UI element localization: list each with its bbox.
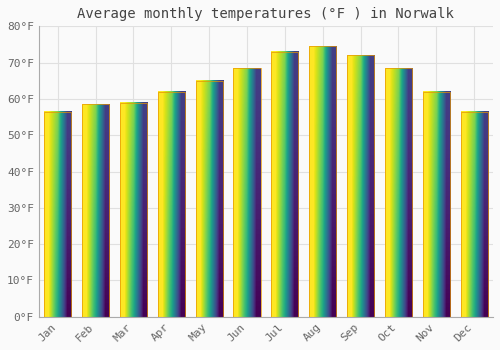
Bar [196, 81, 223, 317]
Bar [158, 92, 185, 317]
Bar [234, 68, 260, 317]
Title: Average monthly temperatures (°F ) in Norwalk: Average monthly temperatures (°F ) in No… [78, 7, 454, 21]
Bar [82, 104, 109, 317]
Bar [347, 55, 374, 317]
Bar [309, 46, 336, 317]
Bar [385, 68, 412, 317]
Bar [460, 112, 488, 317]
Bar [271, 52, 298, 317]
Bar [44, 112, 72, 317]
Bar [120, 103, 147, 317]
Bar [422, 92, 450, 317]
